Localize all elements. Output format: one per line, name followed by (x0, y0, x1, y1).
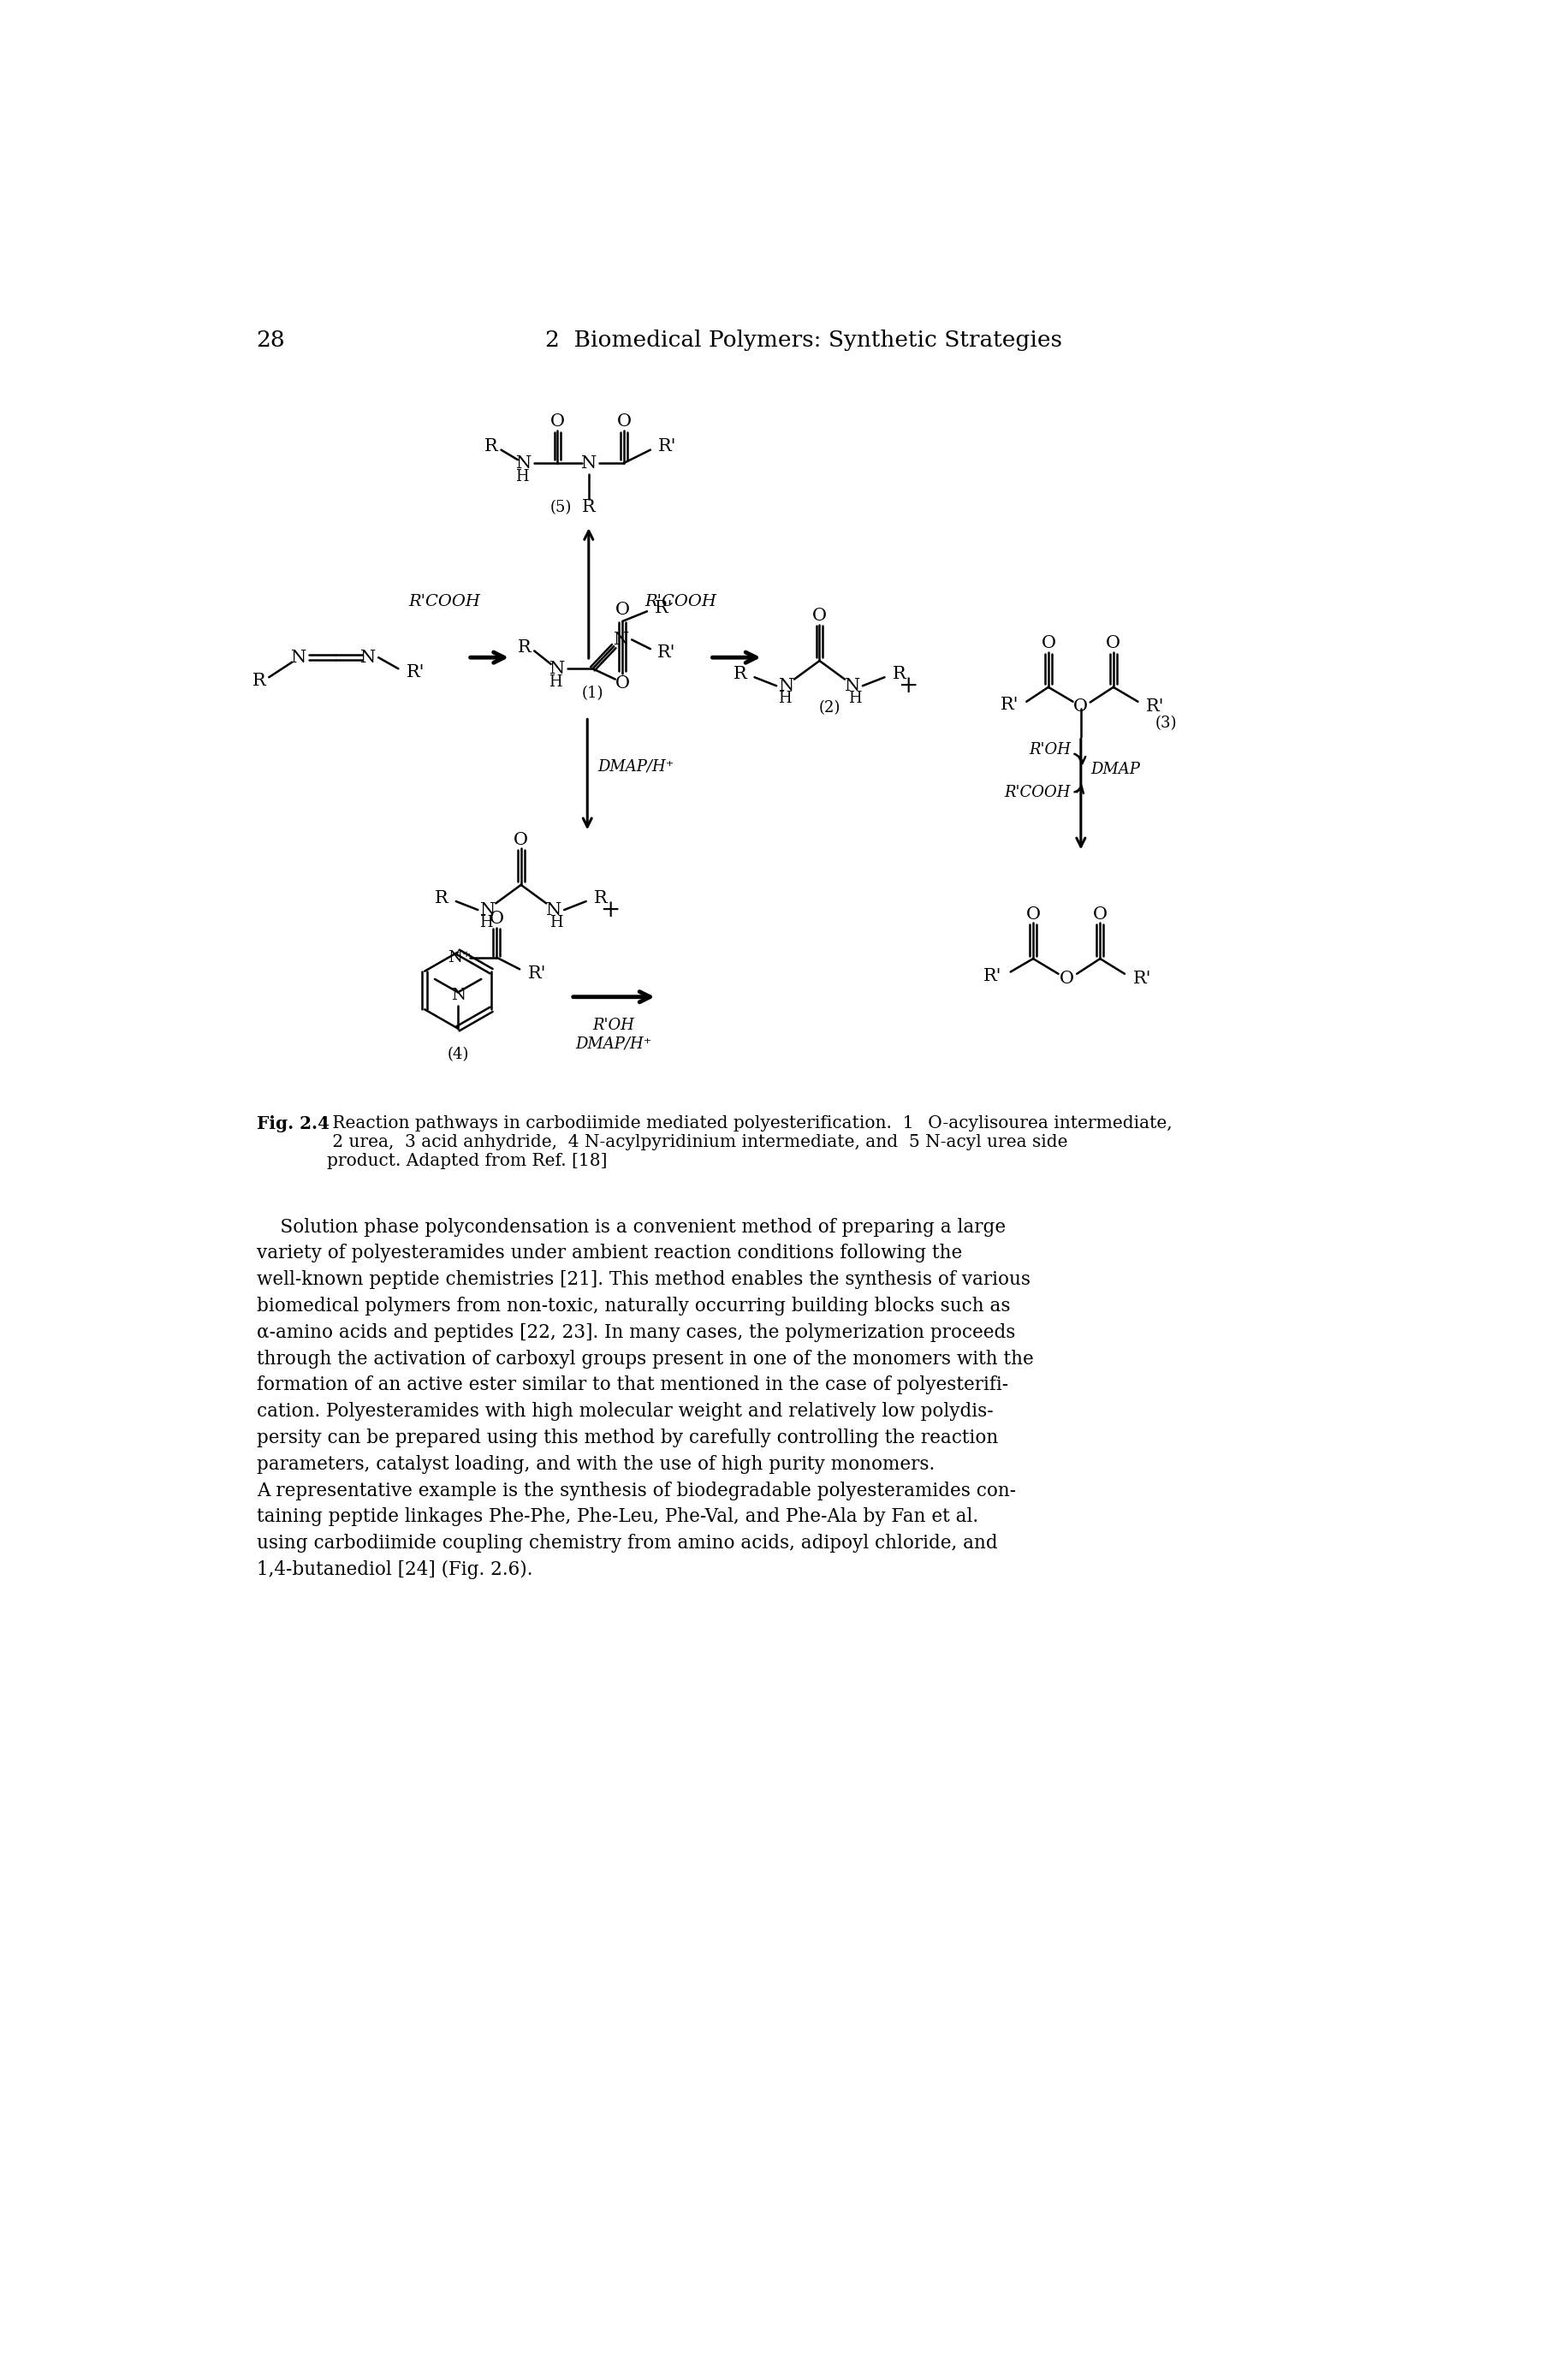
Text: (4): (4) (447, 1048, 469, 1062)
Text: DMAP/H⁺: DMAP/H⁺ (597, 758, 674, 775)
Text: H: H (549, 915, 563, 929)
Text: O: O (616, 413, 630, 430)
Text: O: O (514, 832, 528, 848)
Text: R'COOH: R'COOH (409, 594, 481, 608)
Text: R: R (252, 672, 265, 689)
Text: N⁺: N⁺ (448, 950, 470, 965)
Text: O: O (615, 601, 630, 618)
Text: R': R' (983, 967, 1002, 984)
Text: N: N (480, 903, 495, 917)
Text: N: N (615, 632, 630, 649)
Text: H: H (516, 468, 528, 485)
Text: O: O (1041, 634, 1055, 651)
Text: A representative example is the synthesis of biodegradable polyesteramides con-: A representative example is the synthesi… (257, 1480, 1016, 1499)
Text: N: N (516, 454, 532, 470)
Text: H: H (549, 675, 563, 691)
Text: R': R' (406, 665, 425, 682)
Text: R'COOH: R'COOH (644, 594, 717, 608)
Text: +: + (898, 675, 919, 699)
Text: N: N (779, 677, 793, 694)
Text: O: O (1025, 905, 1041, 922)
Text: R': R' (1146, 699, 1165, 715)
Text: R'COOH: R'COOH (1005, 784, 1071, 801)
Text: parameters, catalyst loading, and with the use of high purity monomers.: parameters, catalyst loading, and with t… (257, 1454, 935, 1473)
Text: DMAP/H⁺: DMAP/H⁺ (575, 1036, 652, 1053)
Text: H: H (480, 915, 492, 929)
Text: persity can be prepared using this method by carefully controlling the reaction: persity can be prepared using this metho… (257, 1428, 999, 1447)
Text: variety of polyesteramides under ambient reaction conditions following the: variety of polyesteramides under ambient… (257, 1245, 963, 1264)
Text: R: R (594, 891, 607, 905)
Text: 28: 28 (256, 330, 284, 352)
Text: using carbodiimide coupling chemistry from amino acids, adipoyl chloride, and: using carbodiimide coupling chemistry fr… (257, 1535, 997, 1554)
Text: α-amino acids and peptides [22, 23]. In many cases, the polymerization proceeds: α-amino acids and peptides [22, 23]. In … (257, 1323, 1016, 1342)
Text: N: N (292, 649, 307, 665)
Text: R'OH: R'OH (1029, 741, 1071, 758)
Text: taining peptide linkages Phe-Phe, Phe-Leu, Phe-Val, and Phe-Ala by Fan et al.: taining peptide linkages Phe-Phe, Phe-Le… (257, 1509, 978, 1525)
Text: Reaction pathways in carbodiimide mediated polyesterification.  1   O-acylisoure: Reaction pathways in carbodiimide mediat… (326, 1114, 1171, 1169)
Text: Fig. 2.4: Fig. 2.4 (257, 1114, 329, 1133)
Text: O: O (1105, 634, 1121, 651)
Text: H: H (778, 691, 790, 706)
Text: DMAP: DMAP (1091, 763, 1140, 777)
Text: formation of an active ester similar to that mentioned in the case of polyesteri: formation of an active ester similar to … (257, 1376, 1008, 1395)
Text: +: + (601, 898, 621, 922)
Text: N: N (361, 649, 376, 665)
Text: N: N (546, 903, 561, 917)
Text: R': R' (659, 440, 677, 454)
Text: (2): (2) (818, 701, 840, 715)
Text: O: O (1060, 969, 1074, 986)
Text: R'OH: R'OH (593, 1017, 635, 1034)
Text: O: O (1074, 699, 1088, 715)
Text: well-known peptide chemistries [21]. This method enables the synthesis of variou: well-known peptide chemistries [21]. Thi… (257, 1271, 1030, 1290)
Text: Solution phase polycondensation is a convenient method of preparing a large: Solution phase polycondensation is a con… (257, 1217, 1007, 1236)
Text: N: N (580, 454, 596, 470)
Text: (1): (1) (582, 687, 604, 701)
Text: R': R' (1134, 969, 1151, 986)
Text: R': R' (1000, 696, 1019, 713)
Text: O: O (615, 675, 630, 691)
Text: (3): (3) (1156, 715, 1176, 732)
Text: N: N (845, 677, 861, 694)
Text: R: R (517, 639, 532, 656)
Text: R: R (485, 440, 499, 454)
Text: R: R (892, 665, 906, 682)
Text: R': R' (655, 599, 673, 615)
Text: R: R (582, 499, 596, 516)
Text: O: O (489, 910, 503, 927)
Text: R': R' (528, 965, 546, 981)
Text: R: R (434, 891, 448, 905)
Text: (5): (5) (550, 499, 572, 516)
Text: N: N (550, 661, 566, 677)
Text: R: R (734, 665, 746, 682)
Text: 1,4-butanediol [24] (Fig. 2.6).: 1,4-butanediol [24] (Fig. 2.6). (257, 1561, 533, 1580)
Text: O: O (1093, 905, 1107, 922)
Text: O: O (812, 608, 826, 625)
Text: biomedical polymers from non-toxic, naturally occurring building blocks such as: biomedical polymers from non-toxic, natu… (257, 1297, 1011, 1316)
Text: N: N (450, 988, 466, 1003)
Text: through the activation of carboxyl groups present in one of the monomers with th: through the activation of carboxyl group… (257, 1350, 1033, 1369)
Text: 2  Biomedical Polymers: Synthetic Strategies: 2 Biomedical Polymers: Synthetic Strateg… (546, 330, 1062, 352)
Text: O: O (550, 413, 564, 430)
Text: H: H (848, 691, 861, 706)
Text: R': R' (657, 644, 676, 661)
Text: cation. Polyesteramides with high molecular weight and relatively low polydis-: cation. Polyesteramides with high molecu… (257, 1402, 994, 1421)
